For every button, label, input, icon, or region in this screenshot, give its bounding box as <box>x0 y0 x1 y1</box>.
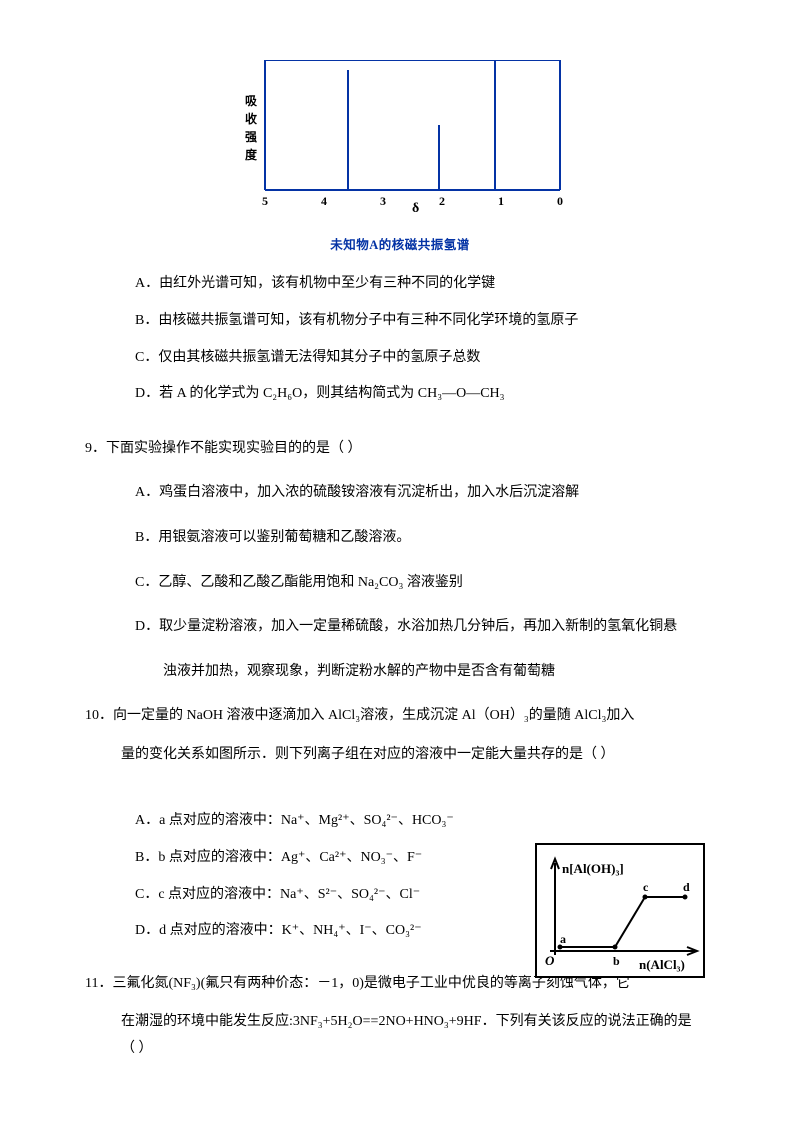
svg-text:0: 0 <box>557 194 563 208</box>
q9-option-d-cont: 浊液并加热，观察现象，判断淀粉水解的产物中是否含有葡萄糖 <box>135 659 715 686</box>
q10-d-text: d 点对应的溶液中：K⁺、NH₄⁺、I⁻、CO₃²⁻ <box>159 923 421 938</box>
q11-stem-line3: （ ） <box>85 1036 715 1063</box>
q11-stem-line2: 在潮湿的环境中能发生反应:3NF₃+5H₂O==2NO+HNO₃+9HF．下列有… <box>85 1009 715 1036</box>
q9-options: A．鸡蛋白溶液中，加入浓的硫酸铵溶液有沉淀析出，加入水后沉淀溶解 B．用银氨溶液… <box>85 480 715 685</box>
q8-a-text: 由红外光谱可知，该有机物中至少有三种不同的化学键 <box>159 276 495 291</box>
q8-option-a: A．由红外光谱可知，该有机物中至少有三种不同的化学键 <box>135 271 715 298</box>
q8-b-text: 由核磁共振氢谱可知，该有机物分子中有三种不同化学环境的氢原子 <box>158 313 578 328</box>
svg-text:n(AlCl₃): n(AlCl₃) <box>639 957 685 972</box>
svg-text:4: 4 <box>321 194 327 208</box>
q10-a-text: a 点对应的溶液中：Na⁺、Mg²⁺、SO₄²⁻、HCO₃⁻ <box>159 813 454 828</box>
svg-text:δ: δ <box>412 201 419 215</box>
q8-c-text: 仅由其核磁共振氢谱无法得知其分子中的氢原子总数 <box>158 350 480 365</box>
svg-text:c: c <box>643 880 649 894</box>
q8-options: A．由红外光谱可知，该有机物中至少有三种不同的化学键 B．由核磁共振氢谱可知，该… <box>85 271 715 407</box>
nmr-spectrum-chart: 吸 收 强 度 5 4 3 2 1 0 δ <box>235 60 565 226</box>
q10-c-text: c 点对应的溶液中：Na⁺、S²⁻、SO₄²⁻、Cl⁻ <box>158 887 420 902</box>
q9-option-d: D．取少量淀粉溶液，加入一定量稀硫酸，水浴加热几分钟后，再加入新制的氢氧化铜悬 <box>135 614 715 641</box>
svg-text:收: 收 <box>245 111 257 126</box>
q10-stem-line2: 量的变化关系如图所示．则下列离子组在对应的溶液中一定能大量共存的是（ ） <box>85 742 715 769</box>
q9-option-b: B．用银氨溶液可以鉴别葡萄糖和乙酸溶液。 <box>135 525 715 552</box>
svg-text:b: b <box>613 954 620 968</box>
svg-text:1: 1 <box>498 194 504 208</box>
q8-option-b: B．由核磁共振氢谱可知，该有机物分子中有三种不同化学环境的氢原子 <box>135 308 715 335</box>
svg-text:d: d <box>683 880 690 894</box>
q10-b-text: b 点对应的溶液中：Ag⁺、Ca²⁺、NO₃⁻、F⁻ <box>158 850 422 865</box>
svg-text:a: a <box>560 932 566 946</box>
q9-stem: 9．下面实验操作不能实现实验目的的是（ ） <box>85 436 715 463</box>
q8-d-text: 若 A 的化学式为 C₂H₆O，则其结构简式为 CH₃—O—CH₃ <box>159 386 504 401</box>
q9-d-text1: 取少量淀粉溶液，加入一定量稀硫酸，水浴加热几分钟后，再加入新制的氢氧化铜悬 <box>159 619 677 634</box>
svg-text:5: 5 <box>262 194 268 208</box>
q10-stem-line1: 10．向一定量的 NaOH 溶液中逐滴加入 AlCl₃溶液，生成沉淀 Al（OH… <box>85 703 715 730</box>
q9-c-text: 乙醇、乙酸和乙酸乙酯能用饱和 Na₂CO₃ 溶液鉴别 <box>158 575 463 590</box>
q10-graph: a b c d O n[Al(OH)₃] n(AlCl₃) <box>535 843 705 978</box>
q10-option-a: A．a 点对应的溶液中：Na⁺、Mg²⁺、SO₄²⁻、HCO₃⁻ <box>135 808 715 835</box>
svg-text:O: O <box>545 953 555 968</box>
q8-option-c: C．仅由其核磁共振氢谱无法得知其分子中的氢原子总数 <box>135 345 715 372</box>
q9-option-a: A．鸡蛋白溶液中，加入浓的硫酸铵溶液有沉淀析出，加入水后沉淀溶解 <box>135 480 715 507</box>
nmr-caption: 未知物A的核磁共振氢谱 <box>85 234 715 258</box>
svg-text:2: 2 <box>439 194 445 208</box>
q9-a-text: 鸡蛋白溶液中，加入浓的硫酸铵溶液有沉淀析出，加入水后沉淀溶解 <box>159 485 579 500</box>
q9-b-text: 用银氨溶液可以鉴别葡萄糖和乙酸溶液。 <box>158 530 410 545</box>
svg-text:吸: 吸 <box>245 94 258 108</box>
svg-text:强: 强 <box>245 130 257 144</box>
q9-option-c: C．乙醇、乙酸和乙酸乙酯能用饱和 Na₂CO₃ 溶液鉴别 <box>135 570 715 597</box>
svg-text:n[Al(OH)₃]: n[Al(OH)₃] <box>562 861 624 876</box>
q8-option-d: D．若 A 的化学式为 C₂H₆O，则其结构简式为 CH₃—O—CH₃ <box>135 381 715 408</box>
svg-text:3: 3 <box>380 194 386 208</box>
svg-text:度: 度 <box>245 147 258 162</box>
